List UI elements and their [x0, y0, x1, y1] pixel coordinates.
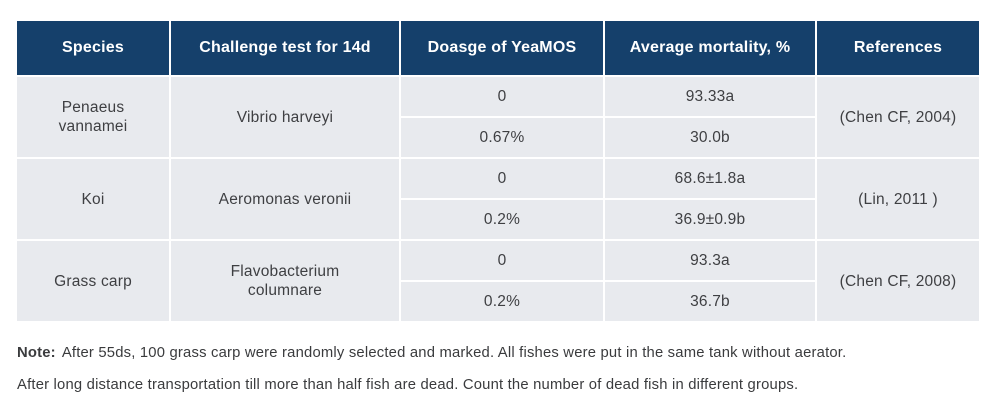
dosage-cell: 0.2%: [401, 200, 603, 239]
challenge-cell: Vibrio harveyi: [171, 77, 399, 157]
header-row: Species Challenge test for 14d Doasge of…: [17, 21, 979, 75]
column-header-mortality: Average mortality, %: [605, 21, 815, 75]
dosage-cell: 0: [401, 159, 603, 198]
table-row: Koi Aeromonas veronii 0 68.6±1.8a (Lin, …: [17, 159, 979, 239]
species-text: Penaeus vannamei: [58, 99, 128, 135]
species-cell: Penaeus vannamei: [17, 77, 169, 157]
column-header-references: References: [817, 21, 979, 75]
species-cell: Koi: [17, 159, 169, 239]
mortality-cell: 93.33a: [605, 77, 815, 116]
table-row: Grass carp Flavobacterium columnare 0 93…: [17, 241, 979, 321]
species-text: Koi: [81, 190, 105, 208]
species-cell: Grass carp: [17, 241, 169, 321]
challenge-cell: Aeromonas veronii: [171, 159, 399, 239]
table-note: Note: After 55ds, 100 grass carp were ran…: [17, 344, 983, 408]
challenge-text: Flavobacterium columnare: [230, 263, 340, 299]
note-line-1: Note: After 55ds, 100 grass carp were ran…: [17, 344, 983, 363]
note-line-1-text: After 55ds, 100 grass carp were randomly…: [61, 345, 847, 361]
note-line-2-text: After long distance transportation till …: [17, 377, 799, 393]
table-row: 0.2% 36.7b: [17, 282, 979, 321]
table-row: 0.67% 30.0b: [17, 118, 979, 157]
mortality-cell: 36.9±0.9b: [605, 200, 815, 239]
mortality-cell: 93.3a: [605, 241, 815, 280]
challenge-text: Vibrio harveyi: [236, 108, 334, 126]
reference-cell: (Chen CF, 2004): [817, 77, 979, 157]
dosage-cell: 0: [401, 77, 603, 116]
species-text: Grass carp: [54, 272, 132, 290]
challenge-cell: Flavobacterium columnare: [171, 241, 399, 321]
column-header-species: Species: [17, 21, 169, 75]
table-row: Penaeus vannamei Vibrio harveyi 0 93.33a…: [17, 77, 979, 157]
mortality-cell: 68.6±1.8a: [605, 159, 815, 198]
challenge-text: Aeromonas veronii: [218, 190, 352, 208]
mortality-cell: 30.0b: [605, 118, 815, 157]
mortality-cell: 36.7b: [605, 282, 815, 321]
yeamos-mortality-table: Species Challenge test for 14d Doasge of…: [15, 19, 981, 323]
column-header-challenge: Challenge test for 14d: [171, 21, 399, 75]
reference-cell: (Chen CF, 2008): [817, 241, 979, 321]
table-row: 0.2% 36.9±0.9b: [17, 200, 979, 239]
dosage-cell: 0.2%: [401, 282, 603, 321]
reference-cell: (Lin, 2011 ): [817, 159, 979, 239]
dosage-cell: 0: [401, 241, 603, 280]
note-line-2: After long distance transportation till …: [17, 376, 983, 395]
column-header-dosage: Doasge of YeaMOS: [401, 21, 603, 75]
note-label: Note:: [17, 345, 56, 361]
dosage-cell: 0.67%: [401, 118, 603, 157]
